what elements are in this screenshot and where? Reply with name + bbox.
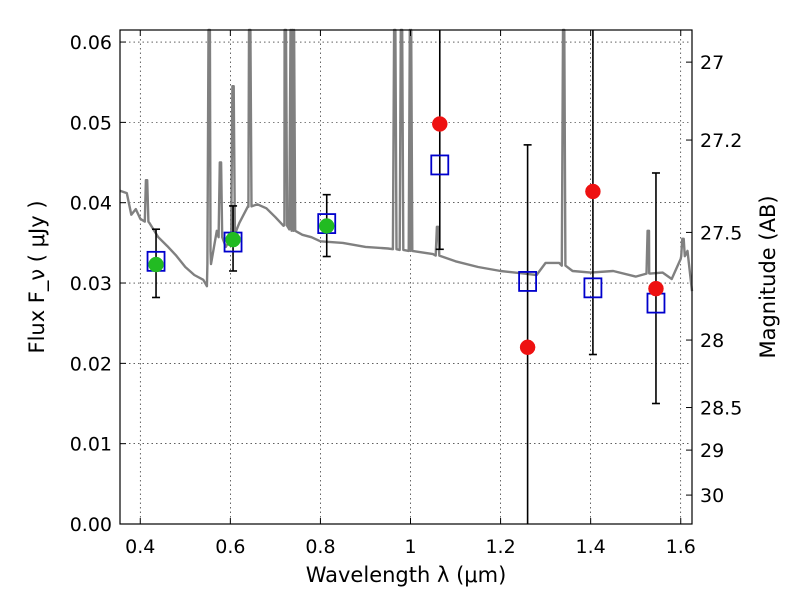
y-tick-label: 0.00 bbox=[70, 514, 112, 536]
plot-frame bbox=[119, 29, 693, 525]
x-tick-label: 1.4 bbox=[576, 536, 606, 558]
green-circle-marker bbox=[148, 256, 164, 273]
y2-axis-label: Magnitude (AB) bbox=[756, 195, 780, 358]
y-axis-label-text: Flux F_ν ( μJy ) bbox=[25, 200, 50, 353]
y2-tick-label: 28 bbox=[700, 330, 724, 352]
data-markers bbox=[146, 116, 666, 356]
x-tick-label: 1.6 bbox=[666, 536, 696, 558]
y2-tick-label: 27 bbox=[700, 52, 724, 74]
x-tick-label: 0.6 bbox=[215, 536, 245, 558]
square-marker bbox=[430, 154, 450, 176]
y-axis: 0.00 0.01 0.02 0.03 0.04 0.05 0.06 bbox=[70, 32, 126, 536]
x-tick-label: 1.2 bbox=[485, 536, 515, 558]
square-marker bbox=[518, 271, 538, 292]
x-axis-label: Wavelength λ (μm) bbox=[306, 563, 507, 587]
red-circle-marker bbox=[519, 339, 536, 356]
y-tick-label: 0.03 bbox=[70, 273, 112, 295]
y2-axis-label-text: Magnitude (AB) bbox=[756, 195, 780, 358]
y-tick-label: 0.06 bbox=[70, 32, 112, 54]
x-tick-label: 1 bbox=[404, 536, 416, 558]
x-axis-label-text: Wavelength λ (μm) bbox=[306, 563, 507, 587]
y-tick-label: 0.04 bbox=[70, 193, 112, 215]
y-tick-label: 0.02 bbox=[70, 353, 112, 375]
y-axis-label: Flux F_ν ( μJy ) bbox=[25, 200, 50, 353]
y-tick-label: 0.05 bbox=[70, 112, 112, 134]
red-circle-marker bbox=[585, 183, 601, 200]
red-circle-marker bbox=[648, 280, 664, 297]
y2-tick-label: 27.2 bbox=[700, 130, 742, 152]
x-axis: 0.4 0.6 0.8 1 1.2 1.4 1.6 bbox=[125, 30, 696, 558]
y2-axis-magnitude: 27 27.2 27.5 28 28.5 29 30 bbox=[686, 52, 742, 507]
y2-tick-label: 27.5 bbox=[700, 222, 742, 244]
green-circle-marker bbox=[225, 231, 241, 248]
x-tick-label: 0.4 bbox=[125, 536, 155, 558]
y2-tick-label: 29 bbox=[700, 440, 724, 462]
red-circle-marker bbox=[432, 116, 448, 132]
x-tick-label: 0.8 bbox=[305, 536, 335, 558]
y2-tick-label: 28.5 bbox=[700, 398, 742, 420]
square-marker bbox=[583, 277, 603, 299]
y-tick-label: 0.01 bbox=[70, 434, 112, 456]
y2-tick-label: 30 bbox=[700, 485, 724, 507]
green-circle-marker bbox=[318, 218, 335, 234]
